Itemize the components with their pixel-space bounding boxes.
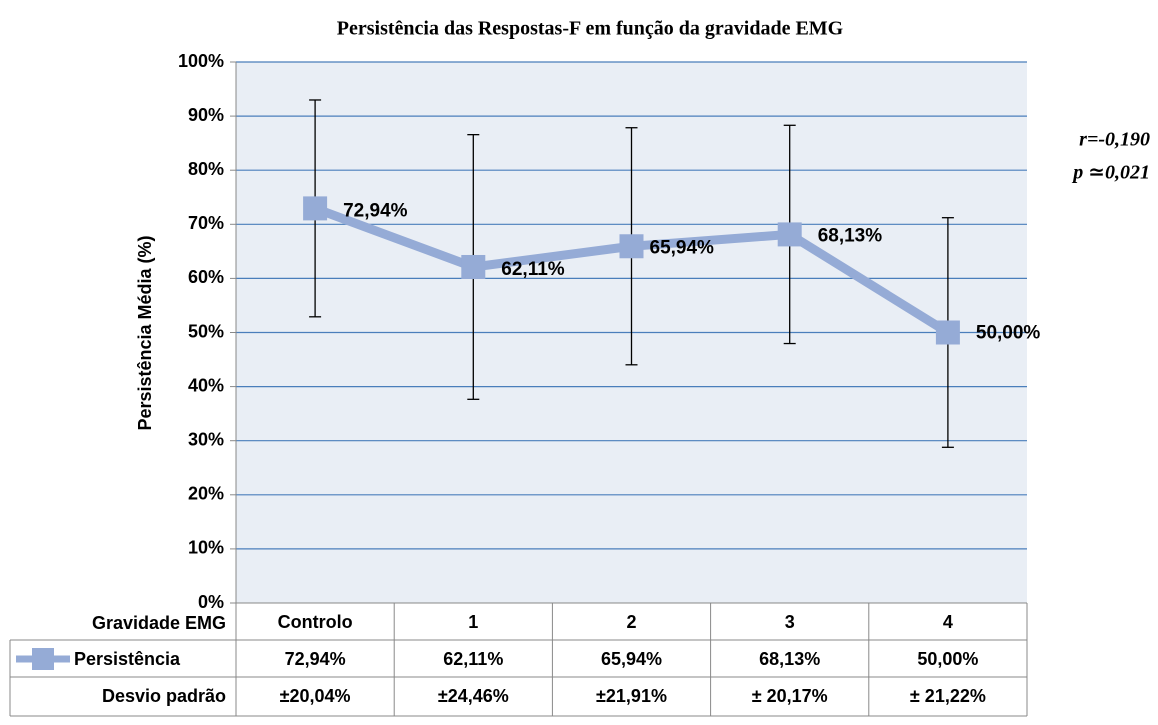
y-tick-label: 90%: [188, 105, 224, 125]
x-tick-label: 1: [468, 612, 478, 632]
legend-label: Persistência: [74, 649, 181, 669]
annotation: p ≃0,021: [1071, 162, 1150, 184]
table-error: ± 20,17%: [752, 686, 828, 706]
y-tick-label: 10%: [188, 538, 224, 558]
table-value: 65,94%: [601, 649, 662, 669]
marker: [303, 196, 328, 221]
marker: [461, 254, 486, 279]
data-label: 65,94%: [650, 237, 715, 258]
marker: [777, 222, 802, 247]
x-tick-label: 4: [943, 612, 953, 632]
y-tick-label: 0%: [198, 592, 224, 612]
table-value: 62,11%: [443, 649, 503, 669]
marker: [935, 320, 960, 345]
y-tick-label: 80%: [188, 159, 224, 179]
y-tick-label: 20%: [188, 484, 224, 504]
y-tick-label: 60%: [188, 267, 224, 287]
x-tick-label: Controlo: [278, 612, 353, 632]
data-label: 62,11%: [501, 259, 564, 280]
y-tick-label: 30%: [188, 429, 224, 449]
table-header: Gravidade EMG: [92, 613, 226, 633]
data-label: 50,00%: [976, 323, 1041, 344]
y-tick-label: 100%: [178, 51, 224, 71]
table-error: ±21,91%: [596, 686, 667, 706]
chart-title: Persistência das Respostas-F em função d…: [337, 18, 844, 40]
x-tick-label: 2: [626, 612, 636, 632]
legend-marker: [32, 648, 54, 670]
marker: [619, 234, 644, 259]
y-axis-label: Persistência Média (%): [135, 235, 155, 430]
table-error: ±24,46%: [438, 686, 509, 706]
table-value: 50,00%: [917, 649, 978, 669]
table-value: 68,13%: [759, 649, 820, 669]
table-error: ±20,04%: [280, 686, 351, 706]
table-row-label: Desvio padrão: [102, 686, 226, 706]
x-tick-label: 3: [785, 612, 795, 632]
table-value: 72,94%: [285, 649, 346, 669]
y-tick-label: 50%: [188, 321, 224, 341]
data-label: 68,13%: [818, 225, 883, 246]
y-tick-label: 70%: [188, 213, 224, 233]
annotation: r=-0,190: [1079, 129, 1150, 151]
table-error: ± 21,22%: [910, 686, 986, 706]
data-label: 72,94%: [343, 200, 408, 221]
y-tick-label: 40%: [188, 375, 224, 395]
